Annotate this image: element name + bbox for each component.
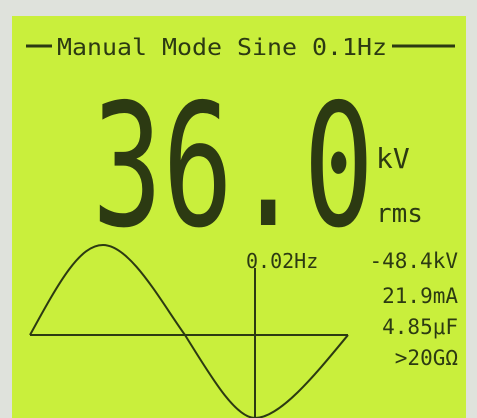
main-value: 36.0: [92, 68, 374, 266]
current-reading: 21.9mA: [382, 284, 458, 308]
capacitance-reading: 4.85μF: [382, 315, 458, 339]
lcd-screen: Manual Mode Sine 0.1Hz 36.0 kV rms 0.02H…: [0, 0, 477, 418]
voltage-reading: -48.4kV: [369, 249, 458, 273]
frequency: 0.02Hz: [246, 249, 318, 273]
mode-title: Manual Mode Sine 0.1Hz: [57, 35, 387, 61]
page: {"header": {"title": "Manual Mode Sine 0…: [0, 0, 477, 418]
unit: kV: [376, 142, 410, 175]
resistance-reading: >20GΩ: [395, 346, 458, 370]
unit-mode: rms: [376, 199, 423, 229]
